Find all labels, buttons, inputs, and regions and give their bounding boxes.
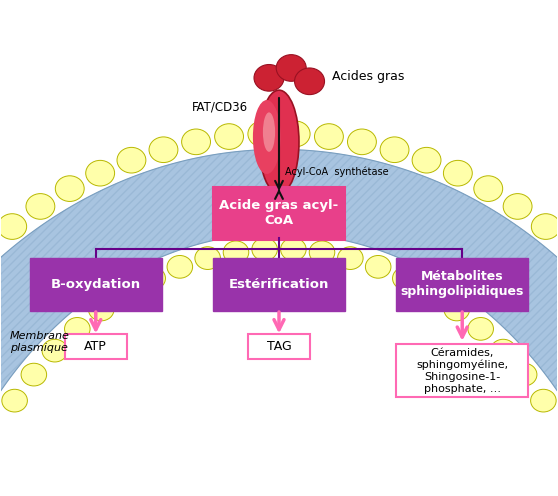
FancyBboxPatch shape xyxy=(30,258,162,311)
Circle shape xyxy=(315,124,343,149)
Circle shape xyxy=(254,64,284,91)
Ellipse shape xyxy=(253,100,281,174)
Text: ATP: ATP xyxy=(84,340,107,353)
Circle shape xyxy=(474,176,503,201)
Circle shape xyxy=(181,129,210,155)
Text: Acyl-CoA  synthétase: Acyl-CoA synthétase xyxy=(285,166,388,177)
Circle shape xyxy=(503,193,532,219)
Text: Estérification: Estérification xyxy=(229,278,329,291)
FancyBboxPatch shape xyxy=(65,334,127,359)
Circle shape xyxy=(42,339,68,362)
Circle shape xyxy=(338,247,363,269)
Circle shape xyxy=(65,317,90,340)
Text: B-oxydation: B-oxydation xyxy=(51,278,141,291)
Circle shape xyxy=(252,238,277,261)
Circle shape xyxy=(21,363,47,386)
Circle shape xyxy=(2,389,27,412)
Circle shape xyxy=(444,160,472,186)
Circle shape xyxy=(89,298,114,321)
Circle shape xyxy=(117,147,146,173)
Text: Membrane
plasmique: Membrane plasmique xyxy=(9,331,70,353)
Text: Céramides,
sphingomyéline,
Shingosine-1-
phosphate, …: Céramides, sphingomyéline, Shingosine-1-… xyxy=(416,348,508,393)
Circle shape xyxy=(281,238,306,261)
FancyBboxPatch shape xyxy=(396,258,528,311)
Circle shape xyxy=(248,121,277,147)
FancyBboxPatch shape xyxy=(213,258,345,311)
Circle shape xyxy=(419,281,444,304)
Circle shape xyxy=(276,55,306,81)
Circle shape xyxy=(309,241,335,264)
Circle shape xyxy=(0,214,27,240)
Circle shape xyxy=(468,317,493,340)
Circle shape xyxy=(511,363,537,386)
Circle shape xyxy=(490,339,516,362)
Circle shape xyxy=(348,129,377,155)
Text: Acide gras acyl-
CoA: Acide gras acyl- CoA xyxy=(219,199,339,228)
Polygon shape xyxy=(0,149,558,496)
Circle shape xyxy=(114,281,139,304)
Circle shape xyxy=(167,255,193,278)
Circle shape xyxy=(531,214,558,240)
Circle shape xyxy=(26,193,55,219)
FancyBboxPatch shape xyxy=(213,187,345,240)
Text: TAG: TAG xyxy=(267,340,291,353)
Circle shape xyxy=(392,267,418,290)
Circle shape xyxy=(531,389,556,412)
Ellipse shape xyxy=(259,90,299,194)
Circle shape xyxy=(149,137,178,163)
Circle shape xyxy=(215,124,243,149)
Circle shape xyxy=(55,176,84,201)
FancyBboxPatch shape xyxy=(396,344,528,397)
Circle shape xyxy=(86,160,114,186)
Text: Métabolites
sphingolipidiques: Métabolites sphingolipidiques xyxy=(401,270,524,299)
Circle shape xyxy=(223,241,249,264)
Circle shape xyxy=(195,247,220,269)
Ellipse shape xyxy=(263,113,275,152)
Circle shape xyxy=(365,255,391,278)
Circle shape xyxy=(140,267,166,290)
Circle shape xyxy=(412,147,441,173)
Circle shape xyxy=(295,68,325,95)
Text: Acides gras: Acides gras xyxy=(332,70,404,83)
Circle shape xyxy=(444,298,469,321)
Circle shape xyxy=(281,121,310,147)
Text: FAT/CD36: FAT/CD36 xyxy=(193,101,248,114)
Circle shape xyxy=(380,137,409,163)
FancyBboxPatch shape xyxy=(248,334,310,359)
